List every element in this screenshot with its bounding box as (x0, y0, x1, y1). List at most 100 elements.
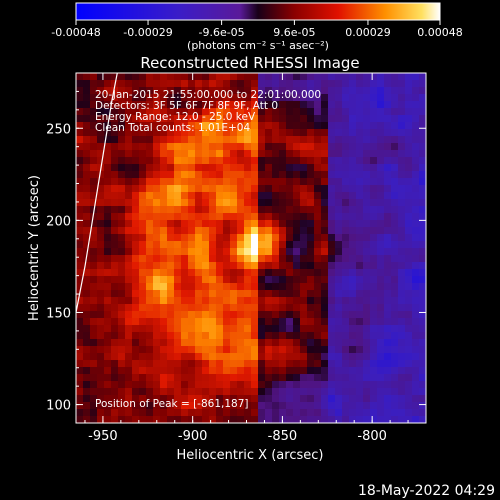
heatmap-cell (258, 297, 266, 305)
heatmap-cell (412, 388, 420, 396)
heatmap-cell (307, 290, 315, 298)
heatmap-cell (230, 171, 238, 179)
heatmap-cell (244, 339, 252, 347)
heatmap-cell (195, 80, 203, 88)
y-axis-label: Heliocentric Y (arcsec) (27, 175, 42, 321)
heatmap-cell (181, 220, 189, 228)
heatmap-cell (237, 87, 245, 95)
heatmap-cell (153, 94, 161, 102)
heatmap-cell (293, 122, 301, 130)
heatmap-cell (132, 115, 140, 123)
heatmap-cell (195, 304, 203, 312)
heatmap-cell (244, 353, 252, 361)
heatmap-cell (279, 164, 287, 172)
heatmap-cell (111, 192, 119, 200)
heatmap-cell (419, 311, 426, 319)
heatmap-cell (195, 171, 203, 179)
heatmap-cell (153, 213, 161, 221)
heatmap-cell (139, 297, 147, 305)
heatmap-cell (125, 248, 133, 256)
heatmap-cell (230, 318, 238, 326)
heatmap-cell (251, 395, 259, 403)
heatmap-cell (202, 73, 210, 81)
heatmap-cell (188, 115, 196, 123)
heatmap-cell (398, 108, 406, 116)
heatmap-cell (223, 87, 231, 95)
heatmap-cell (174, 94, 182, 102)
heatmap-cell (377, 262, 385, 270)
heatmap-cell (419, 143, 426, 151)
heatmap-cell (412, 276, 420, 284)
heatmap-cell (202, 157, 210, 165)
heatmap-cell (314, 304, 322, 312)
heatmap-cell (391, 227, 399, 235)
heatmap-cell (160, 381, 168, 389)
heatmap-cell (258, 367, 266, 375)
heatmap-cell (412, 185, 420, 193)
heatmap-cell (209, 185, 217, 193)
heatmap-cell (97, 108, 105, 116)
heatmap-cell (237, 213, 245, 221)
heatmap-cell (265, 402, 273, 410)
heatmap-cell (272, 178, 280, 186)
heatmap-cell (160, 220, 168, 228)
heatmap-cell (300, 290, 308, 298)
heatmap-cell (111, 108, 119, 116)
heatmap-cell (293, 178, 301, 186)
heatmap-cell (244, 276, 252, 284)
heatmap-cell (293, 311, 301, 319)
heatmap-cell (76, 192, 84, 200)
heatmap-cell (76, 339, 84, 347)
heatmap-cell (195, 416, 203, 423)
heatmap-cell (391, 164, 399, 172)
heatmap-cell (419, 395, 426, 403)
heatmap-cell (97, 227, 105, 235)
heatmap-cell (377, 171, 385, 179)
heatmap-cell (398, 143, 406, 151)
heatmap-cell (342, 87, 350, 95)
heatmap-cell (244, 80, 252, 88)
heatmap-cell (286, 374, 294, 382)
heatmap-cell (83, 164, 91, 172)
heatmap-cell (97, 332, 105, 340)
heatmap-cell (377, 346, 385, 354)
heatmap-cell (146, 178, 154, 186)
heatmap-cell (335, 178, 343, 186)
heatmap-cell (349, 80, 357, 88)
heatmap-cell (356, 332, 364, 340)
heatmap-cell (293, 290, 301, 298)
heatmap-cell (202, 318, 210, 326)
heatmap-cell (265, 416, 273, 423)
heatmap-cell (314, 108, 322, 116)
heatmap-cell (188, 80, 196, 88)
heatmap-cell (244, 108, 252, 116)
heatmap-cell (391, 101, 399, 109)
heatmap-cell (209, 87, 217, 95)
heatmap-cell (223, 73, 231, 81)
heatmap-cell (237, 416, 245, 423)
footer-date: 18-May-2022 04:29 (358, 483, 495, 499)
heatmap-cell (244, 388, 252, 396)
heatmap-cell (111, 325, 119, 333)
heatmap-cell (188, 381, 196, 389)
heatmap-cell (90, 241, 98, 249)
heatmap-cell (181, 332, 189, 340)
heatmap-cell (153, 311, 161, 319)
heatmap-cell (342, 360, 350, 368)
heatmap-cell (321, 80, 329, 88)
heatmap-cell (188, 136, 196, 144)
heatmap-cell (83, 416, 91, 423)
heatmap-cell (363, 311, 371, 319)
heatmap-cell (202, 360, 210, 368)
heatmap-cell (160, 157, 168, 165)
heatmap-cell (307, 339, 315, 347)
heatmap-cell (391, 255, 399, 263)
heatmap-cell (216, 143, 224, 151)
heatmap-cell (321, 353, 329, 361)
heatmap-cell (265, 199, 273, 207)
heatmap-cell (111, 241, 119, 249)
heatmap-cell (216, 339, 224, 347)
heatmap-cell (272, 416, 280, 423)
heatmap-cell (188, 87, 196, 95)
heatmap-cell (258, 73, 266, 81)
